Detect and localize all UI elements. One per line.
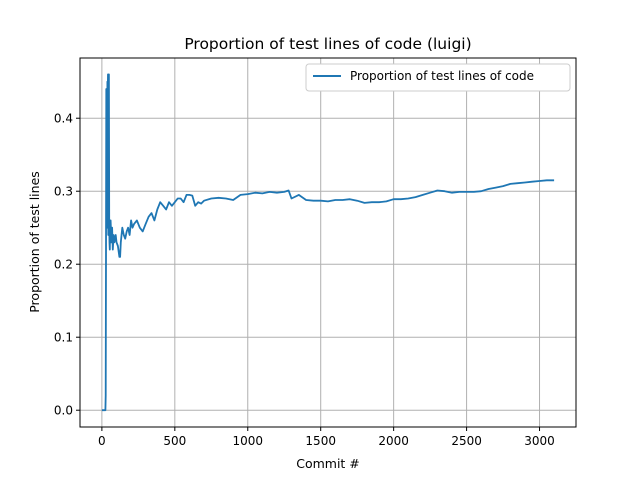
x-tick-label: 2500 — [451, 434, 482, 448]
series-layer — [101, 73, 555, 412]
y-axis-label: Proportion of test lines — [27, 171, 42, 313]
grid — [80, 58, 576, 427]
x-axis-label: Commit # — [296, 456, 360, 471]
y-tick-label: 0.1 — [54, 331, 73, 345]
y-tick-label: 0.2 — [54, 258, 73, 272]
x-tick-label: 1500 — [305, 434, 336, 448]
y-tick-label: 0.0 — [54, 404, 73, 418]
x-tick-label: 1000 — [232, 434, 263, 448]
x-tick-label: 3000 — [524, 434, 555, 448]
legend-label: Proportion of test lines of code — [350, 69, 534, 83]
chart-title: Proportion of test lines of code (luigi) — [184, 35, 471, 53]
x-tick-label: 0 — [98, 434, 106, 448]
plot-frame — [79, 57, 577, 428]
x-axis: 0 500 1000 1500 2000 2500 3000 — [98, 427, 555, 448]
y-tick-label: 0.3 — [54, 185, 73, 199]
series-line — [101, 73, 555, 412]
legend: Proportion of test lines of code — [305, 63, 571, 92]
x-tick-label: 2000 — [378, 434, 409, 448]
legend-box — [305, 63, 571, 92]
y-axis: 0.0 0.1 0.2 0.3 0.4 — [54, 112, 80, 418]
plot-area — [80, 58, 576, 427]
x-tick-label: 500 — [163, 434, 186, 448]
y-tick-label: 0.4 — [54, 112, 73, 126]
